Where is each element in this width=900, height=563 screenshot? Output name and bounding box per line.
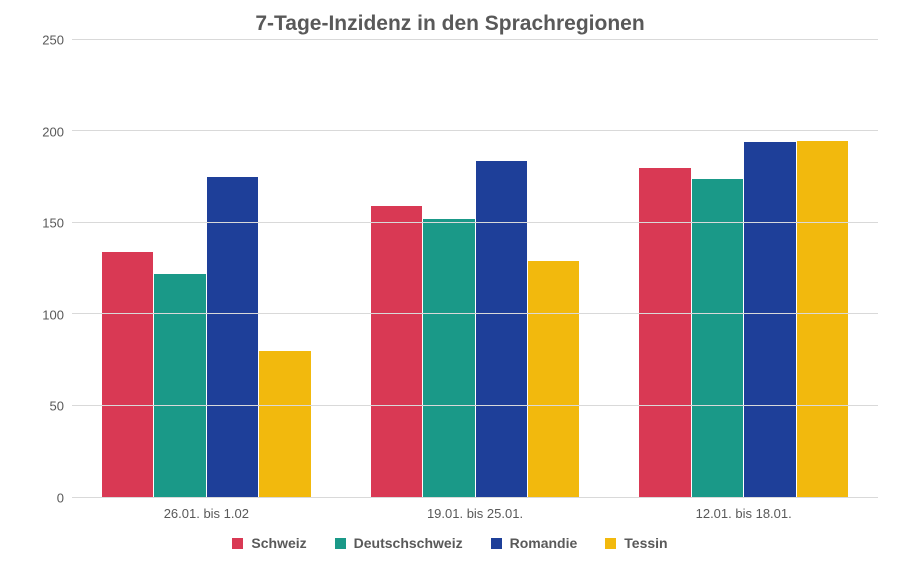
y-tick-label: 200	[42, 124, 64, 139]
legend-label: Deutschschweiz	[354, 535, 463, 551]
bar	[154, 274, 205, 497]
grid-line	[72, 222, 878, 223]
x-tick-label: 26.01. bis 1.02	[72, 498, 341, 521]
bar	[797, 141, 848, 497]
x-axis: 26.01. bis 1.0219.01. bis 25.01.12.01. b…	[22, 498, 878, 521]
legend-item: Tessin	[605, 535, 667, 551]
bar-group	[609, 40, 878, 497]
y-tick-label: 150	[42, 216, 64, 231]
legend-swatch	[491, 538, 502, 549]
legend-item: Romandie	[491, 535, 578, 551]
legend-label: Schweiz	[251, 535, 306, 551]
bar	[259, 351, 310, 497]
legend-swatch	[232, 538, 243, 549]
y-tick-label: 0	[57, 491, 64, 506]
legend: Schweiz Deutschschweiz Romandie Tessin	[22, 521, 878, 553]
grid-line	[72, 130, 878, 131]
bar	[102, 252, 153, 497]
x-tick-label: 12.01. bis 18.01.	[609, 498, 878, 521]
bar	[371, 206, 422, 497]
y-axis: 050100150200250	[22, 40, 72, 498]
x-tick-label: 19.01. bis 25.01.	[341, 498, 610, 521]
plot-area	[72, 40, 878, 498]
bar-group	[72, 40, 341, 497]
bar	[744, 142, 795, 497]
bar	[423, 219, 474, 497]
grid-line	[72, 39, 878, 40]
bar-group	[341, 40, 610, 497]
bar	[692, 179, 743, 497]
bar	[476, 161, 527, 497]
legend-swatch	[605, 538, 616, 549]
y-tick-label: 250	[42, 33, 64, 48]
legend-item: Deutschschweiz	[335, 535, 463, 551]
legend-item: Schweiz	[232, 535, 306, 551]
bar	[207, 177, 258, 497]
bar	[528, 261, 579, 497]
y-tick-label: 100	[42, 307, 64, 322]
legend-swatch	[335, 538, 346, 549]
bar-groups	[72, 40, 878, 497]
legend-label: Tessin	[624, 535, 667, 551]
grid-line	[72, 313, 878, 314]
y-tick-label: 50	[50, 399, 64, 414]
grid-line	[72, 405, 878, 406]
chart-title: 7-Tage-Inzidenz in den Sprachregionen	[22, 12, 878, 36]
chart-area: 050100150200250 26.01. bis 1.0219.01. bi…	[22, 40, 878, 553]
legend-label: Romandie	[510, 535, 578, 551]
bar	[639, 168, 690, 497]
